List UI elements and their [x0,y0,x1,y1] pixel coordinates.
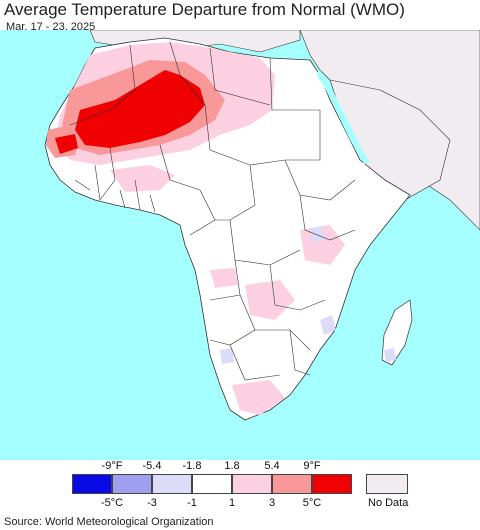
legend-f-label: 5.4 [264,460,280,472]
africa-temperature-map [0,30,480,460]
legend-f-label: 9°F [303,460,321,472]
red-sea [316,70,370,164]
madagascar-cool [384,348,396,362]
southern-warm-patch [232,380,285,415]
legend-swatch-5 [272,474,312,494]
map-title: Average Temperature Departure from Norma… [4,0,405,19]
mozambique-cool [320,315,336,335]
legend-c-label: -5°C [100,497,124,509]
legend-c-label: 1 [228,497,236,509]
legend-c-label: 3 [268,497,276,509]
lake-victoria-cool [310,226,324,242]
angola-warm-patch [210,268,238,288]
legend-no-data-label: No Data [368,497,409,509]
legend-c-label: 5°C [302,497,322,509]
country-borders [69,41,356,381]
legend-f-label: 1.8 [224,460,240,472]
legend-swatch-0 [72,474,112,494]
source-credit: Source: World Meteorological Organizatio… [4,516,214,528]
legend-c-label: -3 [147,497,157,509]
central-warm-patch [245,280,295,320]
legend-f-label: -1.8 [182,460,202,472]
legend-no-data-swatch [366,474,408,494]
legend-swatch-6 [312,474,352,494]
sahara-warm-strong [75,70,205,148]
legend-swatch-3 [192,474,232,494]
sahel-warm-patch [110,165,175,192]
legend-c-label: -1 [187,497,197,509]
legend-swatch-2 [152,474,192,494]
legend-swatch-1 [112,474,152,494]
madagascar [381,299,413,366]
legend-f-label: -9°F [101,460,123,472]
west-africa-warm-strong [55,134,78,154]
legend-f-label: -5.4 [142,460,162,472]
legend-swatch-4 [232,474,272,494]
southwest-cool [220,348,234,364]
